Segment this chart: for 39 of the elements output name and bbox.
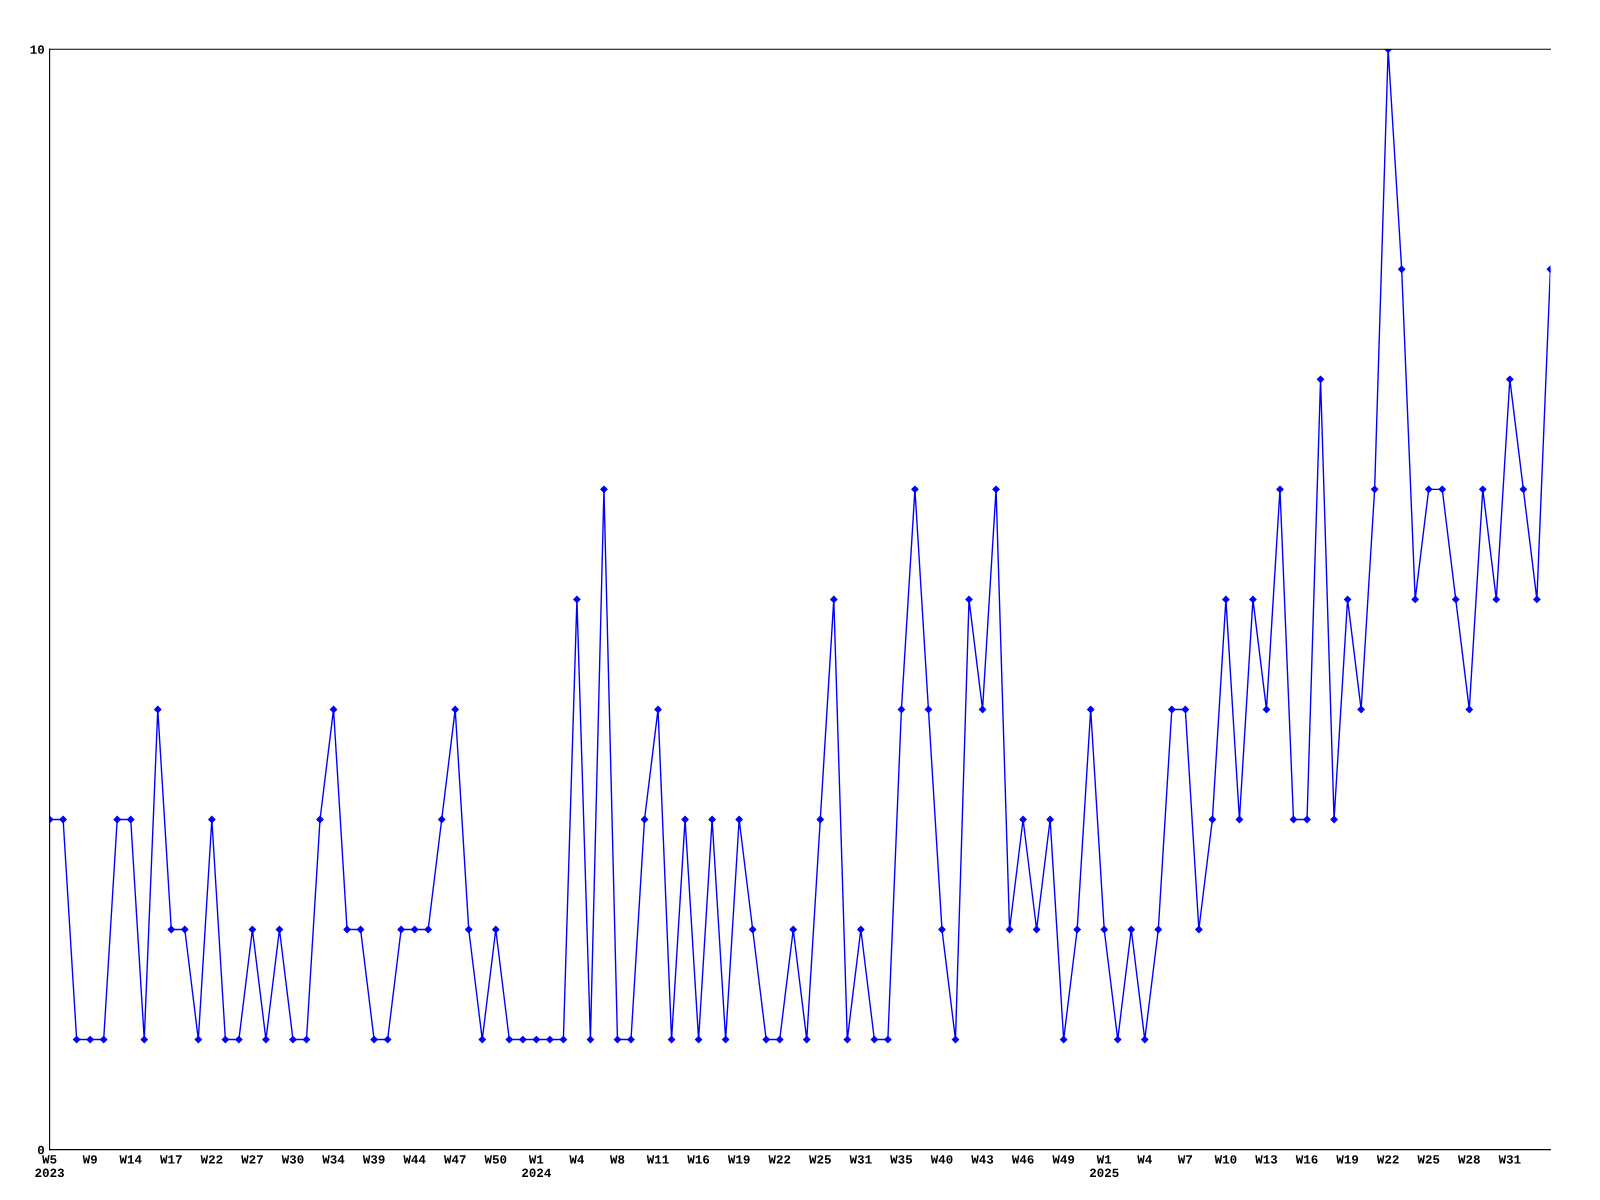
x-tick-label: W49: [1052, 1155, 1075, 1164]
x-tick-label: W10: [1214, 1155, 1237, 1164]
x-tick-label: W7: [1177, 1155, 1193, 1164]
x-tick-label: W28: [1458, 1155, 1480, 1164]
x-tick-label: W22: [1376, 1155, 1399, 1164]
x-tick-label: W40: [930, 1155, 953, 1164]
x-tick-label: W16: [687, 1155, 710, 1164]
x-tick-label: W19: [1336, 1155, 1359, 1164]
y-tick-label: 0: [37, 1145, 45, 1155]
x-tick-label: W25: [809, 1155, 831, 1164]
x-tick-label: W5 2023: [35, 1155, 64, 1178]
x-tick-label: W16: [1295, 1155, 1318, 1164]
y-tick-label: 10: [30, 45, 45, 54]
x-tick-label: W22: [768, 1155, 791, 1164]
x-tick-label: W46: [1011, 1155, 1034, 1164]
x-tick-label: W9: [82, 1155, 97, 1164]
x-tick-label: W11: [646, 1155, 669, 1164]
x-tick-label: W1 2024: [522, 1155, 551, 1178]
x-tick-label: W44: [403, 1155, 426, 1164]
x-tick-label: W8: [609, 1155, 625, 1164]
x-tick-label: W19: [727, 1155, 750, 1164]
x-tick-label: W14: [119, 1155, 142, 1164]
x-tick-label: W43: [971, 1155, 994, 1164]
x-tick-label: W39: [362, 1155, 385, 1164]
x-tick-label: W34: [322, 1155, 345, 1164]
x-tick-label: W31: [1498, 1155, 1521, 1164]
x-tick-label: W50: [484, 1155, 507, 1164]
x-tick-label: W4: [1137, 1155, 1152, 1164]
x-tick-label: W30: [281, 1155, 304, 1164]
x-tick-label: W35: [890, 1155, 913, 1164]
x-tick-label: W13: [1255, 1155, 1278, 1164]
x-tick-label: W47: [443, 1155, 466, 1164]
x-tick-label: W22: [200, 1155, 223, 1164]
x-tick-label: W27: [241, 1155, 263, 1164]
x-tick-label: W17: [160, 1155, 182, 1164]
x-tick-label: W1 2025: [1089, 1155, 1119, 1178]
x-tick-label: W4: [569, 1155, 585, 1164]
x-tick-label: W31: [849, 1155, 872, 1164]
x-tick-label: W25: [1417, 1155, 1440, 1164]
